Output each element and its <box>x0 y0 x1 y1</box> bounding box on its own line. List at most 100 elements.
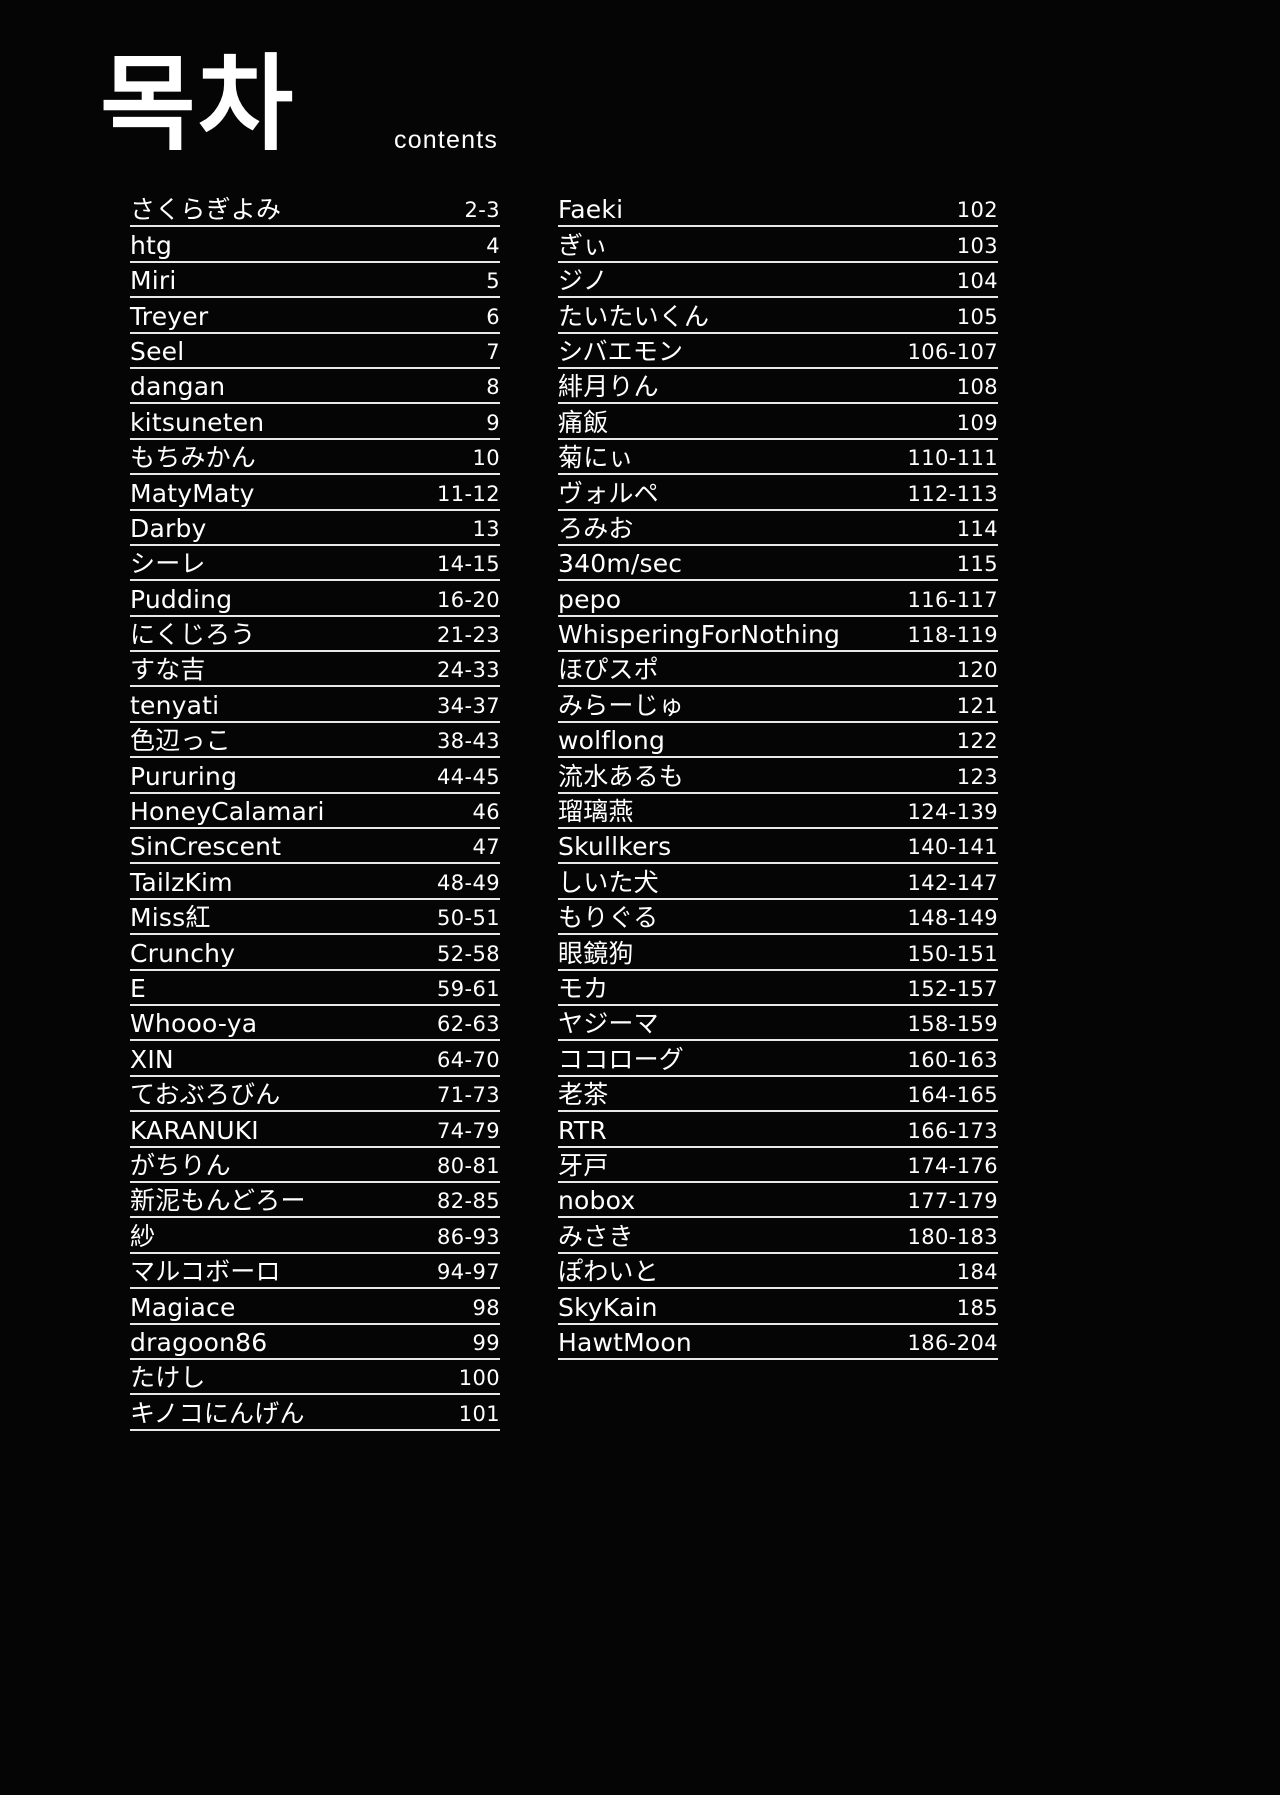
toc-entry[interactable]: Miss紅 50-51 <box>130 900 500 936</box>
toc-entry-page: 80-81 <box>436 1153 500 1178</box>
toc-entry[interactable]: みさき 180-183 <box>558 1218 998 1254</box>
toc-entry-name: 瑠璃燕 <box>558 797 634 827</box>
toc-entry-name: Pudding <box>130 584 233 614</box>
toc-entry[interactable]: すな吉 24-33 <box>130 652 500 688</box>
toc-entry[interactable]: しいた犬 142-147 <box>558 864 998 900</box>
toc-entry-page: 6 <box>486 304 500 329</box>
toc-entry[interactable]: RTR 166-173 <box>558 1112 998 1148</box>
toc-entry[interactable]: 老茶 164-165 <box>558 1077 998 1113</box>
toc-entry[interactable]: キノコにんげん 101 <box>130 1395 500 1431</box>
toc-entry-name: Pururing <box>130 761 238 791</box>
toc-entry[interactable]: pepo 116-117 <box>558 581 998 617</box>
toc-entry-page: 13 <box>472 516 500 541</box>
toc-entry[interactable]: さくらぎよみ 2-3 <box>130 192 500 228</box>
toc-entry[interactable]: 紗 86-93 <box>130 1218 500 1254</box>
toc-entry[interactable]: ヴォルペ 112-113 <box>558 475 998 511</box>
toc-entry[interactable]: にくじろう 21-23 <box>130 617 500 653</box>
toc-entry[interactable]: ほぴスポ 120 <box>558 652 998 688</box>
toc-entry-page: 59-61 <box>436 976 500 1001</box>
toc-entry-page: 24-33 <box>436 658 500 683</box>
toc-entry-name: XIN <box>130 1044 174 1074</box>
toc-entry[interactable]: 新泥もんどろー 82-85 <box>130 1183 500 1219</box>
toc-entry[interactable]: ろみお 114 <box>558 511 998 546</box>
toc-entry-page: 142-147 <box>907 870 998 895</box>
toc-entry[interactable]: ココローグ 160-163 <box>558 1041 998 1077</box>
toc-entry[interactable]: Magiace 98 <box>130 1289 500 1325</box>
toc-entry[interactable]: モカ 152-157 <box>558 971 998 1006</box>
toc-entry[interactable]: dangan 8 <box>130 369 500 405</box>
toc-entry-page: 174-176 <box>907 1153 998 1178</box>
toc-entry[interactable]: ジノ 104 <box>558 263 998 299</box>
toc-entry[interactable]: Pudding 16-20 <box>130 581 500 617</box>
toc-entry[interactable]: ぎぃ 103 <box>558 227 998 263</box>
toc-entry[interactable]: たいたいくん 105 <box>558 298 998 334</box>
toc-entry[interactable]: 流水あるも 123 <box>558 758 998 794</box>
masthead: 목차 contents <box>100 48 800 168</box>
toc-entry[interactable]: シーレ 14-15 <box>130 546 500 582</box>
toc-entry-name: 新泥もんどろー <box>130 1186 306 1216</box>
toc-entry-page: 64-70 <box>436 1047 500 1072</box>
toc-entry[interactable]: MatyMaty 11-12 <box>130 475 500 511</box>
toc-entry[interactable]: 菊にぃ 110-111 <box>558 440 998 476</box>
toc-entry-name: SkyKain <box>558 1292 658 1322</box>
toc-entry[interactable]: Skullkers 140-141 <box>558 829 998 865</box>
toc-entry[interactable]: SinCrescent 47 <box>130 829 500 865</box>
toc-entry[interactable]: 色辺っこ 38-43 <box>130 723 500 759</box>
toc-entry-page: 184 <box>956 1260 998 1285</box>
page-subtitle: contents <box>394 126 499 154</box>
toc-entry[interactable]: がちりん 80-81 <box>130 1148 500 1183</box>
toc-entry[interactable]: Darby 13 <box>130 511 500 546</box>
toc-entry[interactable]: Faeki 102 <box>558 192 998 228</box>
toc-entry[interactable]: みらーじゅ 121 <box>558 687 998 723</box>
toc-entry-name: RTR <box>558 1115 607 1145</box>
toc-entry[interactable]: 眼鏡狗 150-151 <box>558 935 998 971</box>
toc-entry-name: kitsuneten <box>130 407 265 437</box>
toc-entry[interactable]: Treyer 6 <box>130 298 500 334</box>
page-title: 목차 <box>100 43 296 165</box>
toc-entry[interactable]: Miri 5 <box>130 263 500 299</box>
toc-entry-page: 105 <box>956 304 998 329</box>
toc-entry[interactable]: htg 4 <box>130 227 500 263</box>
toc-entry-name: Magiace <box>130 1292 236 1322</box>
toc-entry[interactable]: Crunchy 52-58 <box>130 935 500 971</box>
toc-entry[interactable]: WhisperingForNothing 118-119 <box>558 617 998 653</box>
toc-entry[interactable]: XIN 64-70 <box>130 1041 500 1077</box>
toc-entry[interactable]: マルコボーロ 94-97 <box>130 1254 500 1290</box>
toc-entry[interactable]: 牙戸 174-176 <box>558 1148 998 1183</box>
toc-entry[interactable]: 痛飯 109 <box>558 404 998 440</box>
toc-entry[interactable]: HoneyCalamari 46 <box>130 794 500 830</box>
toc-entry[interactable]: もりぐる 148-149 <box>558 900 998 936</box>
toc-entry-name: ヴォルペ <box>558 478 659 508</box>
toc-entry[interactable]: wolflong 122 <box>558 723 998 759</box>
toc-entry-page: 150-151 <box>907 941 998 966</box>
toc-entry[interactable]: Seel 7 <box>130 334 500 369</box>
toc-entry[interactable]: TailzKim 48-49 <box>130 864 500 900</box>
toc-entry[interactable]: nobox 177-179 <box>558 1183 998 1219</box>
toc-entry[interactable]: E 59-61 <box>130 971 500 1006</box>
toc-entry[interactable]: シバエモン 106-107 <box>558 334 998 369</box>
toc-entry-name: ろみお <box>558 513 634 543</box>
toc-entry[interactable]: tenyati 34-37 <box>130 687 500 723</box>
toc-entry-page: 100 <box>458 1366 500 1391</box>
toc-entry[interactable]: 緋月りん 108 <box>558 369 998 405</box>
toc-entry[interactable]: Whooo-ya 62-63 <box>130 1006 500 1042</box>
toc-entry-name: htg <box>130 230 173 260</box>
toc-entry-page: 62-63 <box>436 1012 500 1037</box>
toc-entry[interactable]: たけし 100 <box>130 1360 500 1396</box>
toc-entry[interactable]: dragoon86 99 <box>130 1325 500 1360</box>
toc-entry[interactable]: ておぶろびん 71-73 <box>130 1077 500 1113</box>
toc-entry[interactable]: ヤジーマ 158-159 <box>558 1006 998 1042</box>
toc-entry-name: Seel <box>130 336 185 366</box>
toc-entry[interactable]: Pururing 44-45 <box>130 758 500 794</box>
toc-entry[interactable]: kitsuneten 9 <box>130 404 500 440</box>
toc-entry[interactable]: KARANUKI 74-79 <box>130 1112 500 1148</box>
toc-entry[interactable]: 340m/sec 115 <box>558 546 998 582</box>
toc-entry-page: 148-149 <box>907 906 998 931</box>
toc-entry[interactable]: HawtMoon 186-204 <box>558 1325 998 1360</box>
toc-entry-name: がちりん <box>130 1150 231 1180</box>
toc-entry[interactable]: SkyKain 185 <box>558 1289 998 1325</box>
toc-entry[interactable]: ぽわいと 184 <box>558 1254 998 1290</box>
toc-entry[interactable]: もちみかん 10 <box>130 440 500 476</box>
toc-entry-page: 166-173 <box>907 1118 998 1143</box>
toc-entry[interactable]: 瑠璃燕 124-139 <box>558 794 998 830</box>
